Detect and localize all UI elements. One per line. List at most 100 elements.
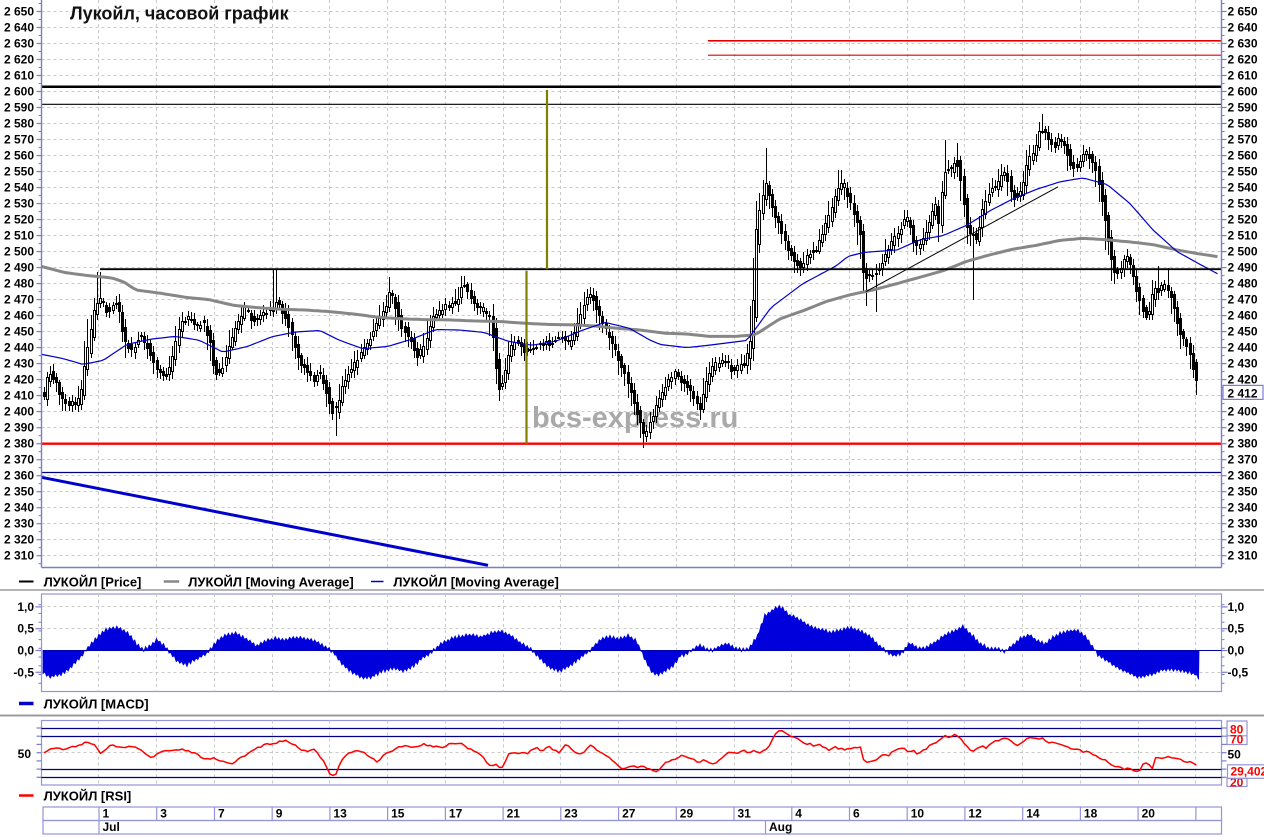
svg-text:13: 13 — [333, 807, 347, 821]
svg-text:2 530: 2 530 — [4, 197, 34, 211]
svg-text:80: 80 — [1230, 723, 1244, 737]
svg-text:2 510: 2 510 — [4, 229, 34, 243]
svg-text:2 500: 2 500 — [1228, 245, 1258, 259]
svg-text:Jul: Jul — [103, 820, 120, 834]
svg-text:2 620: 2 620 — [4, 53, 34, 67]
svg-text:27: 27 — [622, 807, 636, 821]
svg-text:2 630: 2 630 — [1228, 37, 1258, 51]
svg-text:3: 3 — [160, 807, 167, 821]
svg-text:2 570: 2 570 — [4, 133, 34, 147]
svg-text:1,0: 1,0 — [17, 600, 34, 614]
svg-text:2 340: 2 340 — [4, 501, 34, 515]
svg-text:1: 1 — [103, 807, 110, 821]
svg-text:50: 50 — [18, 747, 32, 761]
svg-text:21: 21 — [507, 807, 521, 821]
svg-text:ЛУКОЙЛ [RSI]: ЛУКОЙЛ [RSI] — [44, 789, 132, 804]
svg-text:ЛУКОЙЛ [Moving Average]: ЛУКОЙЛ [Moving Average] — [393, 575, 558, 590]
svg-text:2 440: 2 440 — [4, 341, 34, 355]
svg-text:2 590: 2 590 — [4, 101, 34, 115]
svg-text:2 590: 2 590 — [1228, 101, 1258, 115]
svg-text:2 360: 2 360 — [1228, 469, 1258, 483]
svg-text:2 640: 2 640 — [4, 21, 34, 35]
svg-text:2 640: 2 640 — [1228, 21, 1258, 35]
svg-text:2 350: 2 350 — [1228, 485, 1258, 499]
svg-text:Aug: Aug — [769, 820, 792, 834]
svg-text:29,402: 29,402 — [1231, 765, 1264, 779]
svg-text:-0,5: -0,5 — [1228, 665, 1249, 679]
svg-text:bcs-express.ru: bcs-express.ru — [532, 402, 738, 434]
svg-text:29: 29 — [680, 807, 694, 821]
svg-text:70: 70 — [1230, 733, 1244, 747]
svg-text:12: 12 — [968, 807, 982, 821]
svg-text:2 650: 2 650 — [4, 5, 34, 19]
svg-text:2 610: 2 610 — [4, 69, 34, 83]
svg-text:2 580: 2 580 — [4, 117, 34, 131]
svg-text:2 440: 2 440 — [1228, 341, 1258, 355]
svg-text:17: 17 — [449, 807, 463, 821]
svg-text:2 540: 2 540 — [4, 181, 34, 195]
svg-text:2 330: 2 330 — [4, 517, 34, 531]
svg-text:2 580: 2 580 — [1228, 117, 1258, 131]
svg-text:2 610: 2 610 — [1228, 69, 1258, 83]
svg-text:2 490: 2 490 — [4, 261, 34, 275]
svg-text:0,5: 0,5 — [17, 622, 34, 636]
svg-text:2 450: 2 450 — [4, 325, 34, 339]
svg-text:2 350: 2 350 — [4, 485, 34, 499]
svg-text:2 410: 2 410 — [4, 389, 34, 403]
svg-text:14: 14 — [1026, 807, 1040, 821]
svg-text:2 380: 2 380 — [4, 437, 34, 451]
svg-text:ЛУКОЙЛ [Moving Average]: ЛУКОЙЛ [Moving Average] — [188, 575, 353, 590]
svg-text:2 400: 2 400 — [4, 405, 34, 419]
svg-text:2 310: 2 310 — [4, 549, 34, 563]
svg-text:2 620: 2 620 — [1228, 53, 1258, 67]
svg-text:7: 7 — [218, 807, 225, 821]
svg-text:2 600: 2 600 — [1228, 85, 1258, 99]
svg-text:ЛУКОЙЛ [MACD]: ЛУКОЙЛ [MACD] — [44, 697, 149, 712]
svg-text:9: 9 — [276, 807, 283, 821]
svg-text:2 390: 2 390 — [4, 421, 34, 435]
svg-text:2 500: 2 500 — [4, 245, 34, 259]
svg-text:2 650: 2 650 — [1228, 5, 1258, 19]
svg-text:2 380: 2 380 — [1228, 437, 1258, 451]
svg-text:2 510: 2 510 — [1228, 229, 1258, 243]
svg-text:2 550: 2 550 — [4, 165, 34, 179]
svg-text:0,0: 0,0 — [1228, 644, 1245, 658]
svg-text:15: 15 — [391, 807, 405, 821]
svg-text:18: 18 — [1084, 807, 1098, 821]
svg-text:2 370: 2 370 — [1228, 453, 1258, 467]
svg-text:2 400: 2 400 — [1228, 405, 1258, 419]
svg-text:2 550: 2 550 — [1228, 165, 1258, 179]
svg-text:2 530: 2 530 — [1228, 197, 1258, 211]
svg-text:6: 6 — [853, 807, 860, 821]
svg-text:2 490: 2 490 — [1228, 261, 1258, 275]
svg-text:2 450: 2 450 — [1228, 325, 1258, 339]
svg-text:2 430: 2 430 — [1228, 357, 1258, 371]
svg-text:2 570: 2 570 — [1228, 133, 1258, 147]
svg-text:20: 20 — [1142, 807, 1156, 821]
svg-text:2 560: 2 560 — [4, 149, 34, 163]
svg-text:-0,5: -0,5 — [13, 665, 34, 679]
svg-text:2 540: 2 540 — [1228, 181, 1258, 195]
svg-text:2 310: 2 310 — [1228, 549, 1258, 563]
svg-text:1,0: 1,0 — [1228, 600, 1245, 614]
svg-text:2 412: 2 412 — [1228, 386, 1258, 400]
svg-text:20: 20 — [1230, 776, 1244, 790]
svg-text:2 420: 2 420 — [4, 373, 34, 387]
svg-text:2 320: 2 320 — [4, 533, 34, 547]
svg-text:2 340: 2 340 — [1228, 501, 1258, 515]
svg-text:0,5: 0,5 — [1228, 622, 1245, 636]
svg-text:ЛУКОЙЛ [Price]: ЛУКОЙЛ [Price] — [44, 575, 142, 590]
svg-text:4: 4 — [795, 807, 802, 821]
svg-text:2 480: 2 480 — [1228, 277, 1258, 291]
svg-text:2 460: 2 460 — [1228, 309, 1258, 323]
svg-text:2 460: 2 460 — [4, 309, 34, 323]
svg-text:0,0: 0,0 — [17, 644, 34, 658]
svg-text:2 370: 2 370 — [4, 453, 34, 467]
svg-text:10: 10 — [911, 807, 925, 821]
svg-text:Лукойл, часовой график: Лукойл, часовой график — [70, 4, 290, 24]
svg-text:50: 50 — [1228, 748, 1242, 762]
svg-text:2 600: 2 600 — [4, 85, 34, 99]
svg-text:2 430: 2 430 — [4, 357, 34, 371]
svg-text:31: 31 — [738, 807, 752, 821]
svg-text:2 330: 2 330 — [1228, 517, 1258, 531]
